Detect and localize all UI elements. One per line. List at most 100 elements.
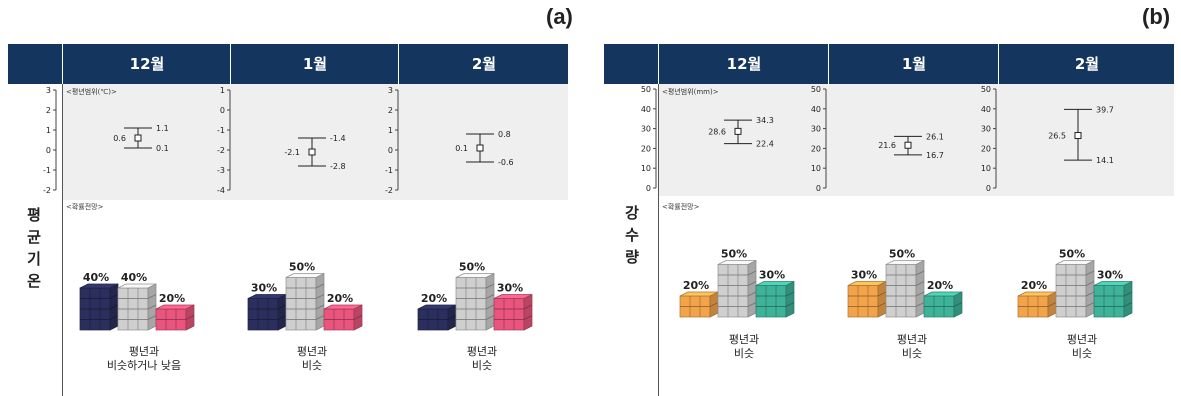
prob-block-비슷 [717,259,757,318]
lower-value-label: 0.1 [156,144,169,153]
caption-line-1: 평년과 [1066,333,1098,346]
y-tick-label: 20 [641,144,651,153]
prob-block-낮음 [79,283,119,331]
prob-block-낮음 [417,304,457,331]
y-tick-label: 50 [811,85,821,94]
panel-a-letter: (a) [546,4,573,29]
prob-value-label: 20% [1021,279,1047,292]
prob-block-비슷 [285,272,325,331]
y-tick-label: -1 [217,126,225,135]
prob-block-높음 [493,293,533,331]
caption-line-2: 비슷하거나 낮음 [106,359,182,372]
y-tick-label: -2 [385,186,393,195]
caption-line-2: 비슷 [733,347,755,360]
error-bar-center [1074,132,1082,140]
y-tick-label: 0 [986,184,991,193]
caption-line-2: 비슷 [301,359,323,372]
prob-value-label: 30% [759,269,785,282]
y-tick-label: -4 [217,186,225,195]
prob-block-많음 [923,291,963,318]
upper-value-label: 39.7 [1096,105,1114,114]
prob-value-label: 30% [1097,269,1123,282]
prob-value-label: 50% [1059,248,1085,261]
y-tick-label: -3 [217,166,225,175]
upper-value-label: -1.4 [330,134,346,143]
prob-block-낮음 [247,293,287,331]
upper-value-label: 1.1 [156,124,169,133]
panel-b-divider [658,84,659,396]
caption-line-1: 평년과 [466,345,498,358]
prob-value-label: 50% [721,248,747,261]
center-value-label: -2.1 [284,148,300,157]
y-tick-label: 40 [641,105,651,114]
caption-a-feb: 평년과 비슷 [422,345,542,373]
panel-b-letter: (b) [1142,4,1171,29]
upper-value-label: 0.8 [498,130,511,139]
caption-line-1: 평년과 [896,333,928,346]
prob-block-많음 [1093,280,1133,318]
upper-value-label: 34.3 [756,116,774,125]
error-bar-center [904,141,912,149]
y-tick-label: 40 [981,105,991,114]
center-value-label: 0.1 [455,144,468,153]
y-tick-label: 1 [220,86,225,95]
header-month-feb: 2월 [398,44,569,84]
prob-value-label: 20% [327,292,353,305]
lower-value-label: 14.1 [1096,156,1114,165]
lower-value-label: 22.4 [756,140,774,149]
y-tick-label: 1 [388,126,393,135]
center-value-label: 28.6 [708,127,726,136]
y-tick-label: 0 [646,184,651,193]
y-tick-label: 10 [981,164,991,173]
y-tick-label: 2 [46,106,51,115]
panel-a-range-area [62,84,568,200]
panel-a-divider [62,84,63,396]
prob-value-label: 40% [83,271,109,284]
y-tick-label: 0 [816,184,821,193]
y-tick-label: 0 [220,106,225,115]
caption-b-jan: 평년과 비슷 [852,333,972,361]
header-month-jan: 1월 [828,44,999,84]
error-bar-center [476,144,484,152]
prob-block-적음 [847,280,887,318]
prob-value-label: 50% [889,248,915,261]
header-month-dec: 12월 [658,44,829,84]
y-tick-label: 50 [981,85,991,94]
y-tick-label: 30 [811,125,821,134]
y-tick-label: 3 [388,86,393,95]
error-bar-center [308,148,316,156]
caption-b-dec: 평년과 비슷 [684,333,804,361]
panel-a-header: 12월 1월 2월 [8,44,568,84]
error-bar-center [134,134,142,142]
caption-line-2: 비슷 [901,347,923,360]
lower-value-label: -0.6 [498,158,514,167]
y-tick-label: 50 [641,85,651,94]
prob-value-label: 20% [159,292,185,305]
error-bar-center [734,127,742,135]
prob-value-label: 30% [251,282,277,295]
panel-b-range-area [658,84,1174,196]
prob-block-적음 [1017,291,1057,318]
caption-line-1: 평년과 [296,345,328,358]
panel-b-prob-title: <확률전망> [662,203,700,211]
y-tick-label: 1 [46,126,51,135]
prob-value-label: 20% [683,279,709,292]
caption-line-1: 평년과 [128,345,160,358]
prob-block-비슷 [117,283,157,331]
panel-b-header: 12월 1월 2월 [604,44,1174,84]
y-tick-label: 20 [811,144,821,153]
prob-value-label: 30% [497,282,523,295]
caption-b-feb: 평년과 비슷 [1022,333,1142,361]
panel-a-range-title: <평년범위(℃)> [66,88,117,96]
y-tick-label: 10 [811,164,821,173]
prob-block-높음 [323,304,363,331]
lower-value-label: -2.8 [330,162,346,171]
prob-block-적음 [679,291,719,318]
y-tick-label: -2 [217,146,225,155]
lower-value-label: 16.7 [926,151,944,160]
y-tick-label: 0 [388,146,393,155]
prob-value-label: 50% [459,261,485,274]
panel-b-range-title: <평년범위(mm)> [662,88,719,96]
